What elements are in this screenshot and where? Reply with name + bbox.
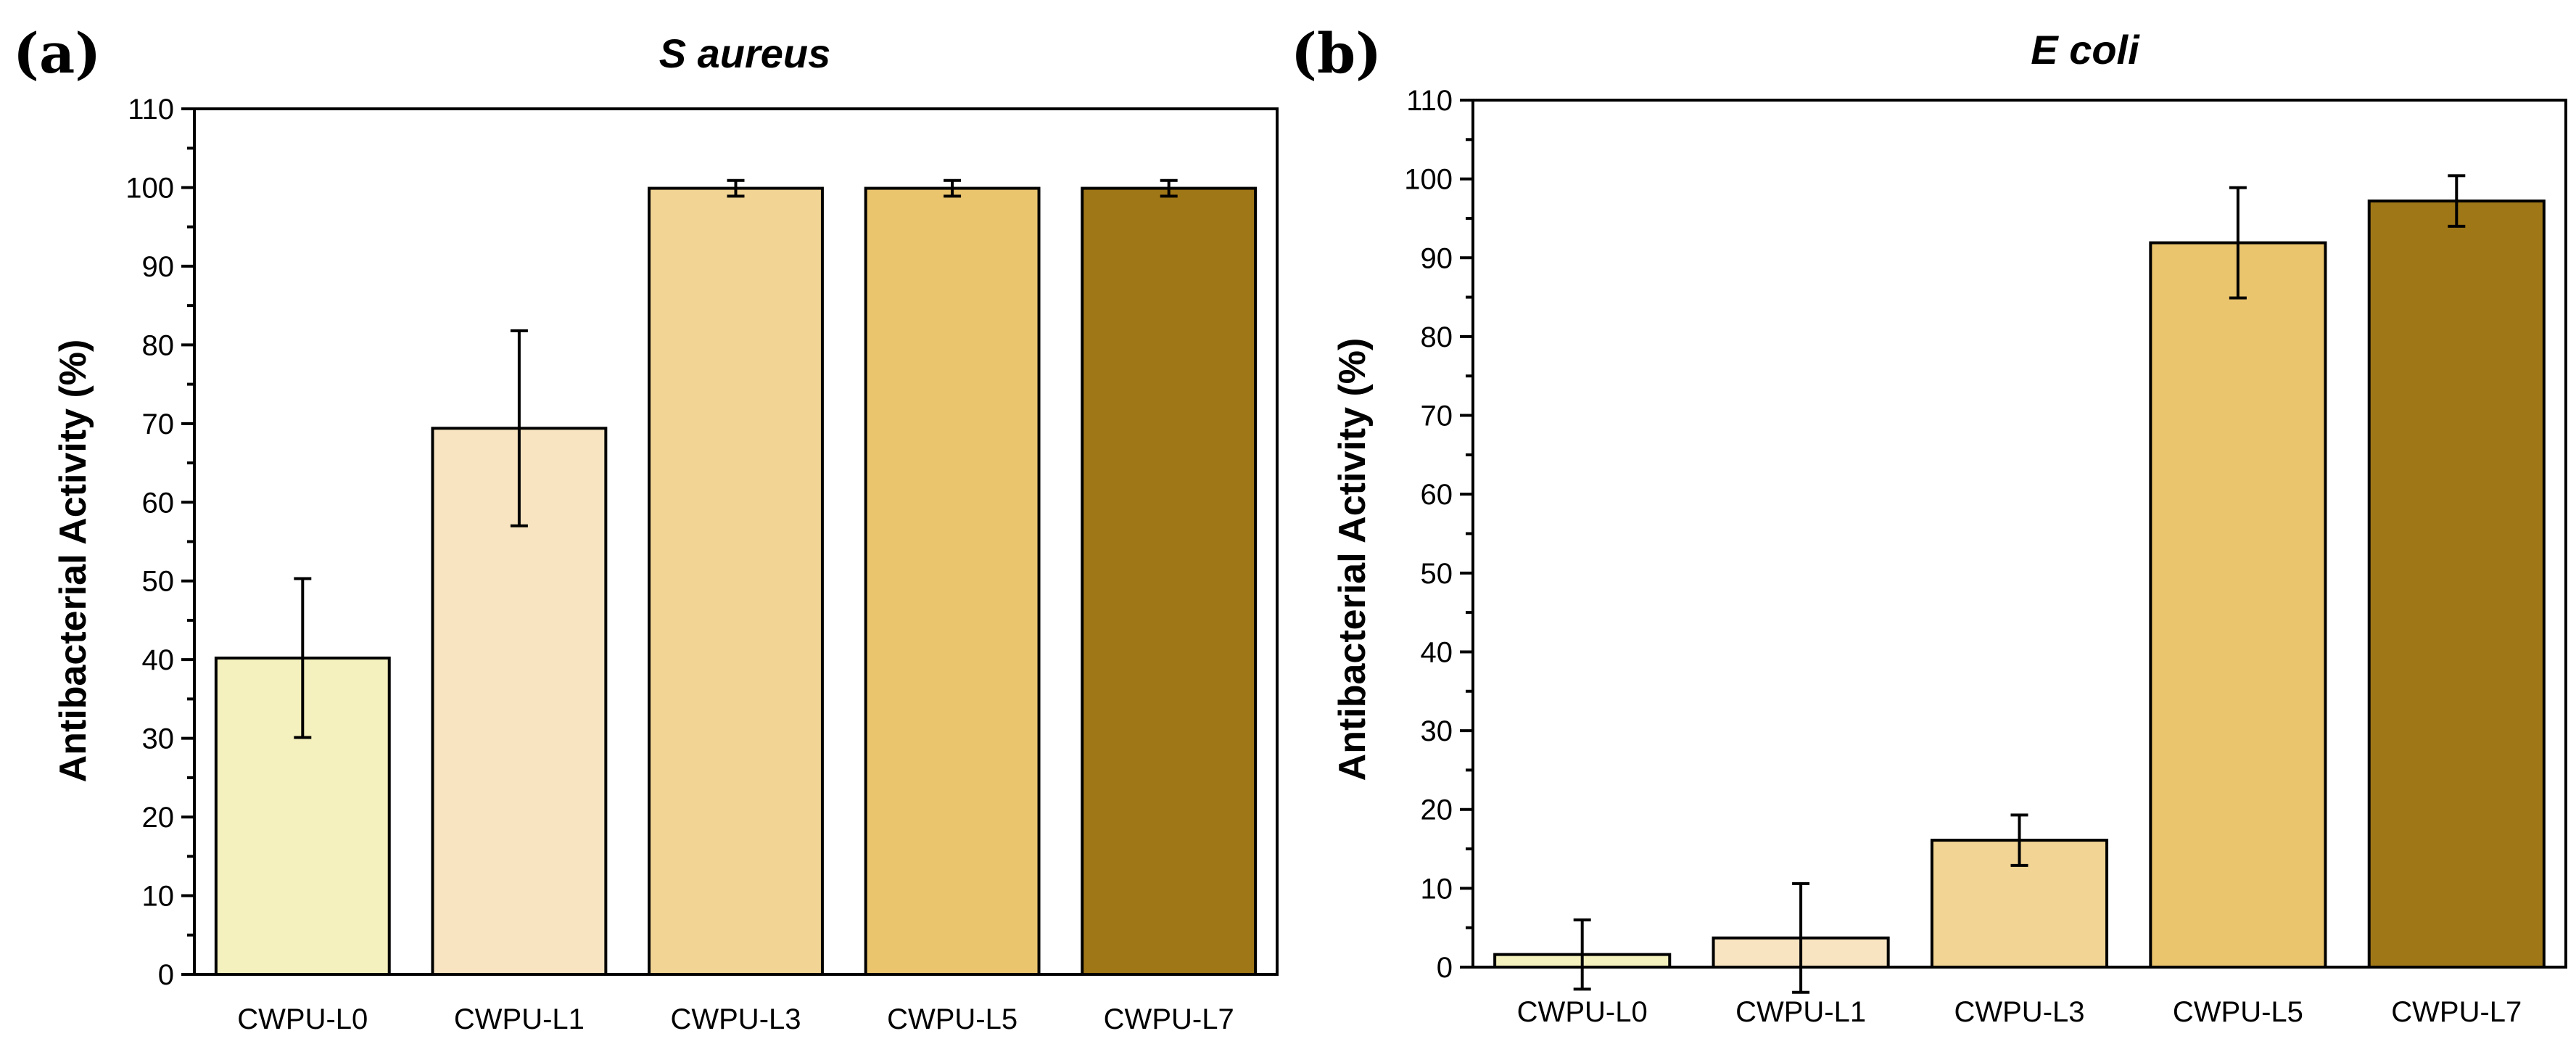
- panel-b: (b) E coli Antibacterial Activity (%) CW…: [1291, 21, 2567, 1028]
- panel-a: (a) S aureus Antibacterial Activity (%) …: [13, 21, 1279, 1035]
- bar-b-3: [2149, 241, 2327, 969]
- panel-label-b: (b): [1291, 21, 1382, 86]
- category-label-b-2: CWPU-L3: [1954, 996, 2084, 1028]
- y-tick-label-b-6: 60: [1421, 479, 1453, 511]
- y-tick-label-b-10: 100: [1404, 164, 1453, 196]
- category-label-a-2: CWPU-L3: [670, 1003, 801, 1035]
- category-label-a-1: CWPU-L1: [454, 1003, 585, 1035]
- y-axis-label-a: Antibacterial Activity (%): [52, 340, 94, 783]
- y-tick-label-b-8: 80: [1421, 321, 1453, 353]
- y-tick-label-a-11: 110: [128, 94, 174, 126]
- y-tick-label-a-8: 80: [142, 329, 175, 361]
- category-label-a-3: CWPU-L5: [887, 1003, 1017, 1035]
- error-bar-b-0: [1573, 918, 1591, 991]
- y-tick-label-a-3: 30: [142, 723, 175, 755]
- y-tick-label-a-7: 70: [142, 408, 175, 440]
- bar-a-2: [648, 186, 824, 977]
- category-label-b-1: CWPU-L1: [1735, 996, 1866, 1028]
- y-tick-label-a-4: 40: [142, 644, 175, 676]
- chart-title-b: E coli: [2031, 27, 2140, 73]
- bar-a-3: [864, 186, 1041, 977]
- category-label-b-3: CWPU-L5: [2173, 996, 2303, 1028]
- bar-b-4: [2367, 200, 2546, 969]
- y-tick-label-a-0: 0: [158, 959, 174, 991]
- y-tick-label-b-9: 90: [1421, 242, 1453, 274]
- error-bar-a-3: [944, 178, 962, 198]
- error-bar-b-4: [2448, 174, 2466, 228]
- error-bar-b-2: [2010, 813, 2028, 867]
- error-bar-a-2: [727, 178, 745, 198]
- category-label-b-4: CWPU-L7: [2391, 996, 2522, 1028]
- y-tick-label-b-4: 40: [1421, 636, 1453, 668]
- error-bar-b-1: [1792, 882, 1810, 994]
- y-tick-label-b-1: 10: [1421, 873, 1453, 905]
- panel-label-a: (a): [13, 21, 101, 86]
- y-tick-label-a-5: 50: [142, 566, 175, 598]
- y-tick-label-b-7: 70: [1421, 400, 1453, 432]
- category-label-a-4: CWPU-L7: [1104, 1003, 1234, 1035]
- error-bar-b-3: [2229, 186, 2247, 300]
- plot-frame-b: [1471, 99, 2567, 969]
- y-tick-label-b-5: 50: [1421, 558, 1453, 590]
- y-tick-label-a-9: 90: [142, 251, 175, 283]
- y-tick-label-b-11: 110: [1406, 85, 1453, 117]
- category-label-a-0: CWPU-L0: [237, 1003, 368, 1035]
- chart-title-a: S aureus: [659, 30, 831, 76]
- y-tick-label-b-3: 30: [1421, 715, 1453, 747]
- plot-frame-a: [193, 107, 1279, 976]
- y-tick-label-a-6: 60: [142, 487, 175, 519]
- bar-a-4: [1081, 186, 1258, 977]
- error-bar-a-1: [510, 329, 528, 527]
- y-tick-label-a-10: 100: [125, 172, 174, 204]
- category-label-b-0: CWPU-L0: [1517, 996, 1648, 1028]
- y-tick-label-a-1: 10: [142, 881, 175, 913]
- y-axis-label-b: Antibacterial Activity (%): [1332, 338, 1374, 781]
- y-tick-label-a-2: 20: [142, 802, 175, 834]
- y-tick-label-b-0: 0: [1437, 952, 1453, 984]
- y-tick-label-b-2: 20: [1421, 794, 1453, 826]
- error-bar-a-4: [1160, 178, 1178, 198]
- error-bar-a-0: [294, 577, 312, 739]
